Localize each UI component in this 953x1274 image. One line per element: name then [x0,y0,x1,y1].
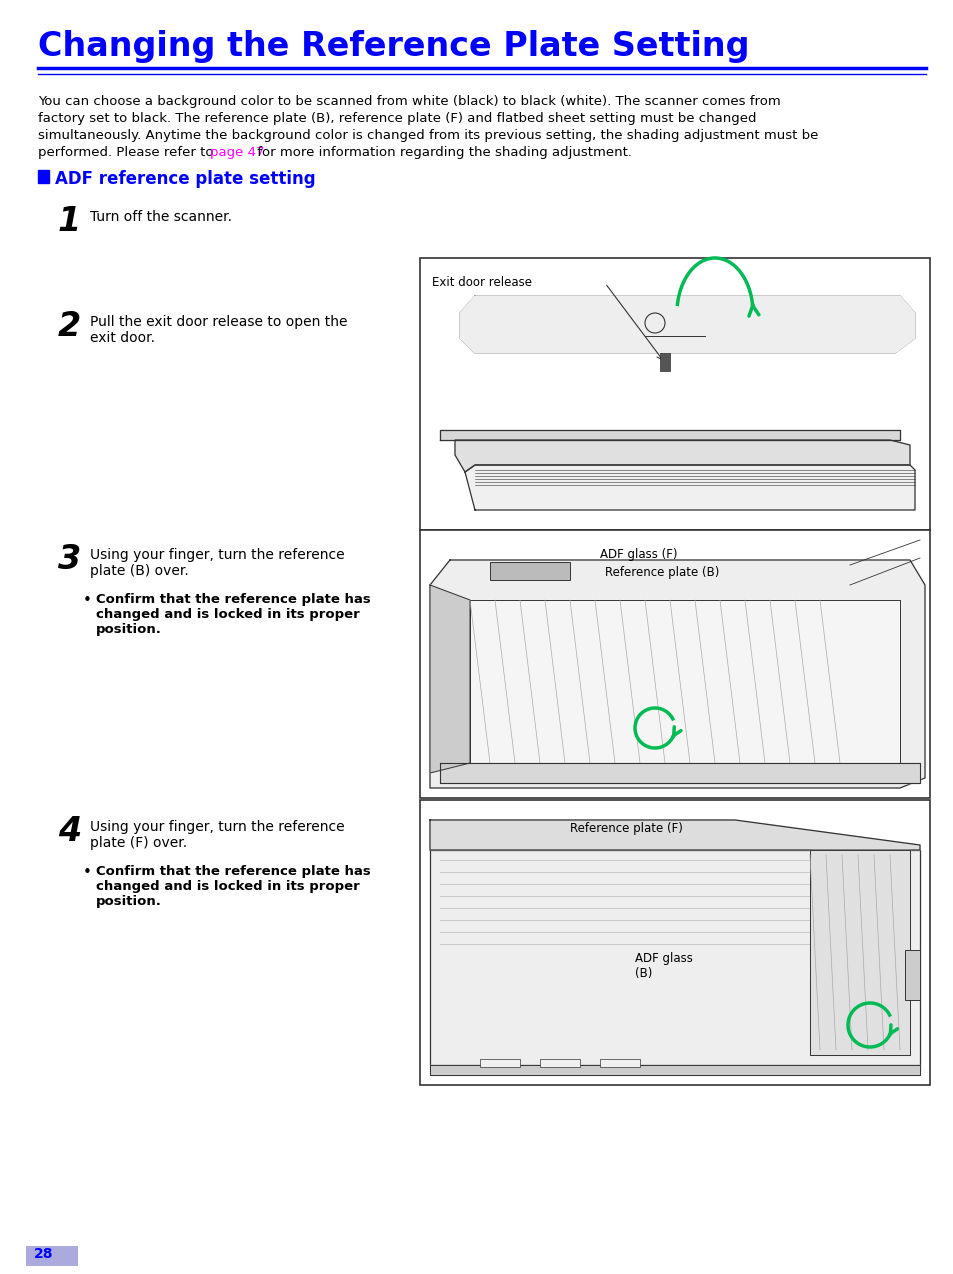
Polygon shape [430,1065,919,1075]
Text: You can choose a background color to be scanned from white (black) to black (whi: You can choose a background color to be … [38,96,780,108]
Text: Reference plate (B): Reference plate (B) [604,566,719,578]
Text: 2: 2 [58,310,81,343]
Text: ADF glass (F): ADF glass (F) [599,548,677,561]
Polygon shape [459,296,914,353]
Bar [26,1246,78,1266]
Text: 4: 4 [58,815,81,848]
Bar [539,1059,579,1068]
Text: Exit door release: Exit door release [432,276,532,289]
Polygon shape [430,561,924,789]
Bar [419,800,929,1085]
Bar [419,259,929,530]
Text: for more information regarding the shading adjustment.: for more information regarding the shadi… [253,147,631,159]
Polygon shape [464,465,914,510]
Polygon shape [809,850,909,1055]
Text: Reference plate (F): Reference plate (F) [569,822,682,834]
Text: •: • [83,592,91,608]
Text: page 47: page 47 [210,147,264,159]
Polygon shape [439,763,919,784]
Text: Confirm that the reference plate has
changed and is locked in its proper
positio: Confirm that the reference plate has cha… [96,592,371,636]
Text: Changing the Reference Plate Setting: Changing the Reference Plate Setting [38,31,749,62]
Text: 1: 1 [58,205,81,238]
Bar [38,169,49,183]
Bar [419,530,929,798]
Text: Confirm that the reference plate has
changed and is locked in its proper
positio: Confirm that the reference plate has cha… [96,865,371,908]
Bar [599,1059,639,1068]
Text: simultaneously. Anytime the background color is changed from its previous settin: simultaneously. Anytime the background c… [38,129,818,141]
Bar [490,562,569,580]
Text: 3: 3 [58,543,81,576]
Polygon shape [470,600,899,763]
Text: factory set to black. The reference plate (B), reference plate (F) and flatbed s: factory set to black. The reference plat… [38,112,756,125]
Text: Using your finger, turn the reference
plate (F) over.: Using your finger, turn the reference pl… [90,820,344,850]
Text: •: • [83,865,91,880]
Polygon shape [439,431,899,440]
Bar [904,950,919,1000]
Text: Turn off the scanner.: Turn off the scanner. [90,210,232,224]
Bar [659,353,669,371]
Text: Pull the exit door release to open the
exit door.: Pull the exit door release to open the e… [90,315,347,345]
Polygon shape [430,820,919,850]
Text: ADF glass: ADF glass [635,952,692,964]
Text: (B): (B) [635,967,652,980]
Polygon shape [430,585,470,773]
Bar [479,1059,519,1068]
Text: 28: 28 [34,1247,53,1261]
Text: performed. Please refer to: performed. Please refer to [38,147,217,159]
Polygon shape [430,850,919,1065]
Text: ADF reference plate setting: ADF reference plate setting [55,169,315,189]
Polygon shape [455,440,909,471]
Text: Using your finger, turn the reference
plate (B) over.: Using your finger, turn the reference pl… [90,548,344,578]
